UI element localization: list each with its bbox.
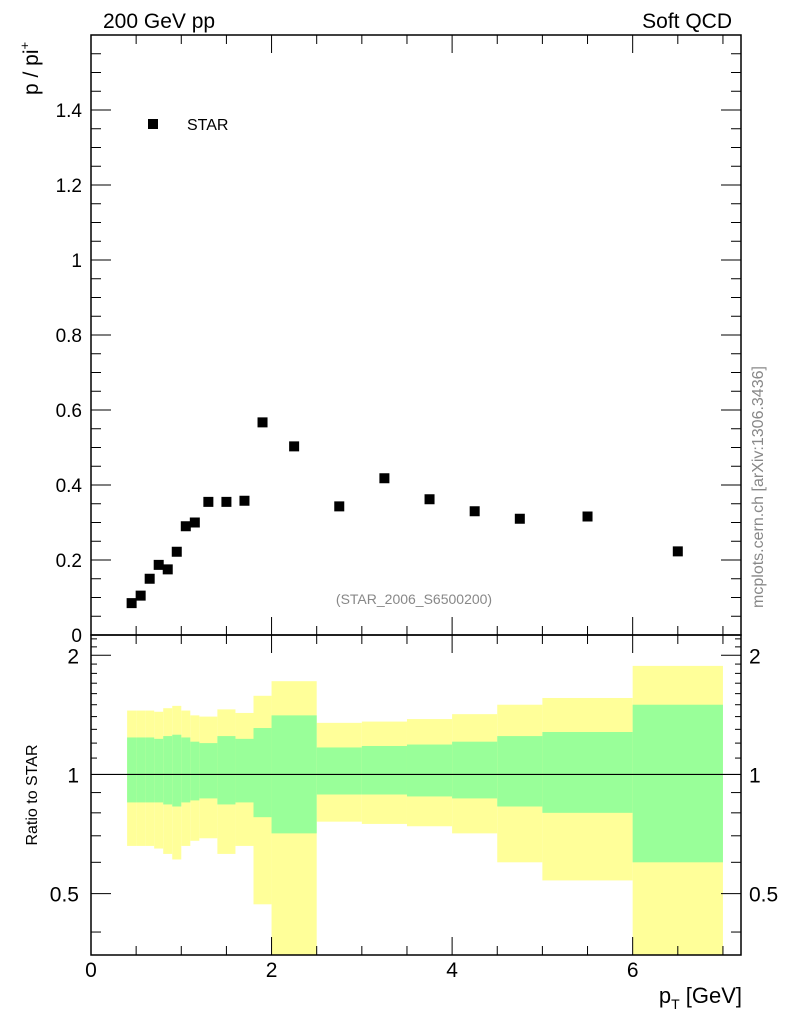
legend-label: STAR (187, 117, 228, 134)
ratio-green-band (172, 734, 182, 807)
analysis-tag: (STAR_2006_S6500200) (336, 591, 492, 607)
ratio-green-band (497, 736, 543, 807)
x-axis-label-unit: [GeV] (680, 983, 742, 1008)
data-point (189, 517, 200, 528)
main-ylabel-sup: + (17, 42, 32, 50)
ratio-y-tick-label-right: 0.5 (749, 884, 778, 907)
ratio-green-band (361, 745, 407, 795)
ratio-green-band (127, 737, 137, 803)
main-points (126, 417, 683, 609)
data-point (514, 513, 525, 524)
y-tick-label: 1.2 (56, 176, 82, 197)
ratio-green-band (253, 728, 272, 818)
data-point (469, 506, 480, 517)
data-point (153, 559, 164, 570)
x-axis-label-sub: T (671, 996, 680, 1012)
x-tick-label: 2 (266, 959, 278, 982)
legend-marker (148, 119, 158, 129)
x-tick-label: 0 (85, 959, 97, 982)
y-tick-label: 1.4 (56, 101, 83, 122)
data-point (239, 495, 250, 506)
y-tick-label: 0.6 (56, 401, 82, 422)
main-ylabel-text: p / pi (20, 49, 43, 95)
ratio-green-band (181, 737, 191, 803)
x-axis-label: pT [GeV] (659, 983, 742, 1012)
header-right-label: Soft QCD (642, 10, 732, 33)
x-axis-label-main: p (659, 983, 671, 1008)
ratio-green-band (632, 704, 723, 863)
data-point (582, 511, 593, 522)
y-tick-label: 0 (71, 626, 82, 647)
ratio-y-tick-label-right: 2 (749, 645, 761, 668)
data-point (424, 494, 435, 505)
data-point (672, 546, 683, 557)
ratio-y-tick-label-left: 0.5 (50, 884, 79, 907)
x-tick-label: 6 (627, 959, 639, 982)
data-point (135, 590, 146, 601)
data-point (162, 564, 173, 575)
data-point (180, 521, 191, 532)
svg-text:p / pi+: p / pi+ (17, 42, 43, 95)
main-ticks: 0 0.2 0.4 0.6 0.8 1 1.2 1.4 (56, 34, 741, 647)
ratio-green-band (542, 732, 633, 813)
ratio-green-band (199, 743, 218, 799)
data-point (334, 501, 345, 512)
x-tick-label: 4 (446, 959, 458, 982)
ratio-green-band (406, 744, 453, 797)
y-tick-label: 0.8 (56, 326, 82, 347)
data-point (289, 441, 300, 452)
ratio-green-band (154, 738, 164, 803)
ratio-green-band (217, 736, 236, 805)
data-point (257, 417, 268, 428)
main-panel: 0 0.2 0.4 0.6 0.8 1 1.2 1.4 STAR (STAR_2006_S65… (17, 34, 742, 647)
data-point (379, 473, 390, 484)
y-tick-label: 0.2 (56, 551, 82, 572)
ratio-frame (90, 634, 742, 956)
ratio-panel: 0.5 0.5 1 1 2 2 0 2 4 6 Ratio to STAR pT [GeV] (24, 634, 778, 1012)
ratio-green-band (316, 747, 362, 795)
y-tick-label: 1 (71, 251, 82, 272)
header-left-label: 200 GeV pp (103, 10, 215, 33)
y-tick-label: 0.4 (56, 476, 83, 497)
data-point (203, 496, 214, 507)
ratio-green-band (163, 736, 173, 805)
ratio-ylabel: Ratio to STAR (24, 744, 41, 845)
ratio-green-band (190, 741, 200, 801)
ratio-green-band (452, 741, 498, 799)
ratio-ticks: 0.5 0.5 1 1 2 2 0 2 4 6 (50, 635, 778, 982)
ratio-y-tick-label-right: 1 (749, 764, 761, 787)
ratio-green-band (145, 737, 155, 803)
ratio-y-tick-label-left: 1 (67, 764, 79, 787)
ratio-bands (127, 665, 723, 955)
watermark: mcplots.cern.ch [arXiv:1306.3436] (750, 366, 767, 608)
ratio-green-band (136, 737, 146, 803)
data-point (171, 546, 182, 557)
data-point (221, 496, 232, 507)
ratio-y-tick-label-left: 2 (67, 645, 79, 668)
main-ylabel: p / pi+ (17, 42, 43, 95)
data-point (126, 598, 137, 609)
ratio-green-band (235, 738, 254, 803)
data-point (144, 573, 155, 584)
